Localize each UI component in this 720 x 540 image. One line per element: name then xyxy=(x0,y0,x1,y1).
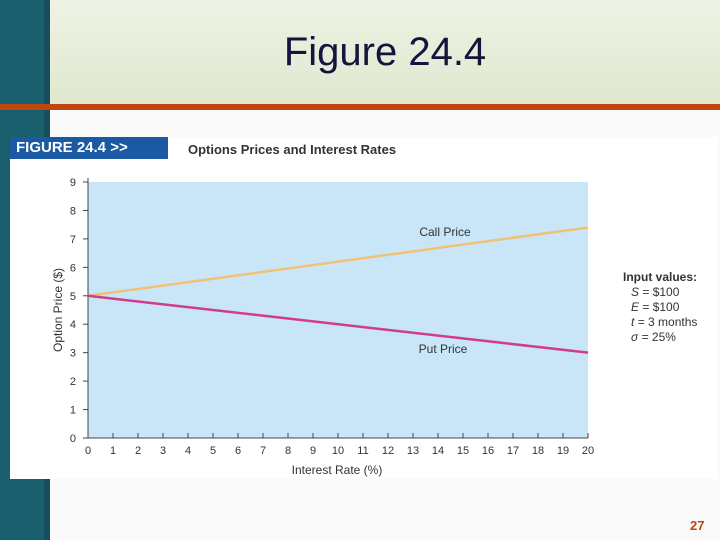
input-row-sigma: σ = 25% xyxy=(623,330,697,345)
x-tick-label: 10 xyxy=(332,445,344,457)
x-tick-label: 8 xyxy=(285,445,291,457)
y-tick-label: 8 xyxy=(70,205,76,217)
series-line-put xyxy=(87,294,589,354)
input-values-heading: Input values: xyxy=(623,270,698,284)
y-tick-label: 5 xyxy=(70,291,76,303)
y-tick-label: 3 xyxy=(70,348,76,360)
x-tick-label: 6 xyxy=(235,445,241,457)
input-row-e: E = $100 xyxy=(623,300,697,315)
y-tick-label: 4 xyxy=(70,319,76,331)
x-tick-label: 4 xyxy=(185,445,191,457)
input-value: = 3 months xyxy=(637,315,698,329)
x-tick-label: 1 xyxy=(110,445,116,457)
y-tick-label: 2 xyxy=(70,376,76,388)
x-tick-label: 16 xyxy=(482,445,494,457)
input-value: = $100 xyxy=(642,285,680,299)
input-symbol: E xyxy=(631,300,640,314)
x-axis-title: Interest Rate (%) xyxy=(292,463,383,477)
x-tick-label: 9 xyxy=(310,445,316,457)
y-tick-label: 0 xyxy=(70,433,76,445)
y-tick-label: 9 xyxy=(70,177,76,189)
y-tick-label: 6 xyxy=(70,262,76,274)
header-band xyxy=(50,0,720,104)
plot-area xyxy=(88,182,588,438)
input-row-t: t = 3 months xyxy=(623,315,697,330)
x-tick-label: 19 xyxy=(557,445,569,457)
x-tick-label: 5 xyxy=(210,445,216,457)
input-symbol: t xyxy=(631,315,635,329)
series-label: Put Price xyxy=(419,342,468,356)
x-tick-label: 11 xyxy=(357,445,368,457)
x-tick-label: 13 xyxy=(407,445,419,457)
y-axis-title: Option Price ($) xyxy=(51,268,65,352)
x-tick-label: 0 xyxy=(85,445,91,457)
x-tick-label: 14 xyxy=(432,445,444,457)
slide-title: Figure 24.4 xyxy=(283,30,487,74)
input-value: = 25% xyxy=(641,330,676,344)
input-symbol: σ xyxy=(631,330,639,344)
x-tick-label: 15 xyxy=(457,445,469,457)
y-tick-label: 7 xyxy=(70,234,76,246)
x-tick-label: 17 xyxy=(507,445,519,457)
x-tick-label: 3 xyxy=(160,445,166,457)
x-tick-label: 20 xyxy=(582,445,594,457)
page-number: 27 xyxy=(690,518,705,533)
series-label: Call Price xyxy=(419,225,471,239)
x-tick-label: 7 xyxy=(260,445,266,457)
figure-caption: Options Prices and Interest Rates xyxy=(188,142,397,157)
series-line-call xyxy=(87,226,589,298)
input-value: = $100 xyxy=(642,300,680,314)
x-tick-label: 12 xyxy=(382,445,394,457)
y-tick-label: 1 xyxy=(70,405,76,417)
input-symbol: S xyxy=(631,285,640,299)
title-rule xyxy=(0,104,720,110)
input-values-box: Input values: S = $100 E = $100 t = 3 mo… xyxy=(623,270,697,345)
x-tick-label: 18 xyxy=(532,445,544,457)
x-tick-label: 2 xyxy=(135,445,141,457)
input-row-s: S = $100 xyxy=(623,285,697,300)
figure-tag: FIGURE 24.4 >> xyxy=(10,137,168,159)
